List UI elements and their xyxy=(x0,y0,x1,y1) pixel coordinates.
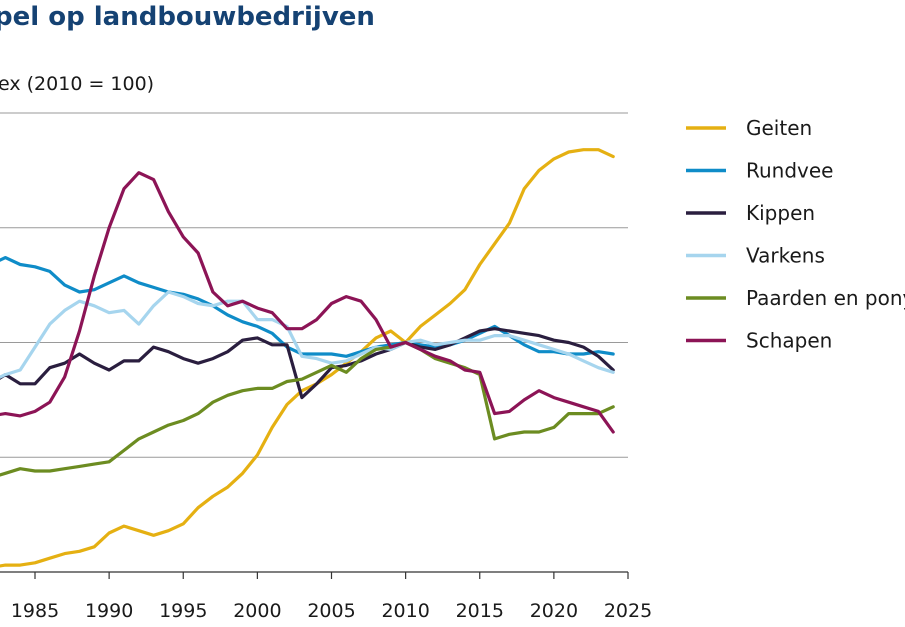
x-tick-label: 2010 xyxy=(381,600,429,622)
legend: Geiten Rundvee Kippen Varkens Paarden en pon… xyxy=(686,116,905,353)
x-tick-label: 1985 xyxy=(11,600,59,622)
series-line-varkens xyxy=(0,290,615,379)
gridlines xyxy=(0,112,628,458)
x-tick-label: 2000 xyxy=(233,600,281,622)
series-line-paarden-en-pony-s xyxy=(0,340,615,477)
x-tick-label: 1995 xyxy=(159,600,207,622)
x-tick-label: 2020 xyxy=(530,600,578,622)
x-tick-label: 2015 xyxy=(456,600,504,622)
legend-label: Schapen xyxy=(746,329,832,353)
chart-title: pel op landbouwbedrijven xyxy=(0,2,375,32)
legend-label: Kippen xyxy=(746,201,815,225)
x-axis: 1985 1990 1995 2000 2005 2010 2015 2020 2025 xyxy=(0,571,652,622)
legend-label: Geiten xyxy=(746,116,812,140)
y-axis-label: ex (2010 = 100) xyxy=(0,73,155,95)
x-tick-label: 2005 xyxy=(307,600,355,622)
legend-label: Rundvee xyxy=(746,159,834,183)
series-line-geiten xyxy=(0,148,615,568)
series-lines xyxy=(0,148,615,568)
x-tick-label: 2025 xyxy=(604,600,652,622)
series-line-schapen xyxy=(0,171,615,434)
x-tick-label: 1990 xyxy=(85,600,133,622)
legend-label: Varkens xyxy=(746,244,825,268)
legend-label: Paarden en pony's xyxy=(746,286,905,310)
